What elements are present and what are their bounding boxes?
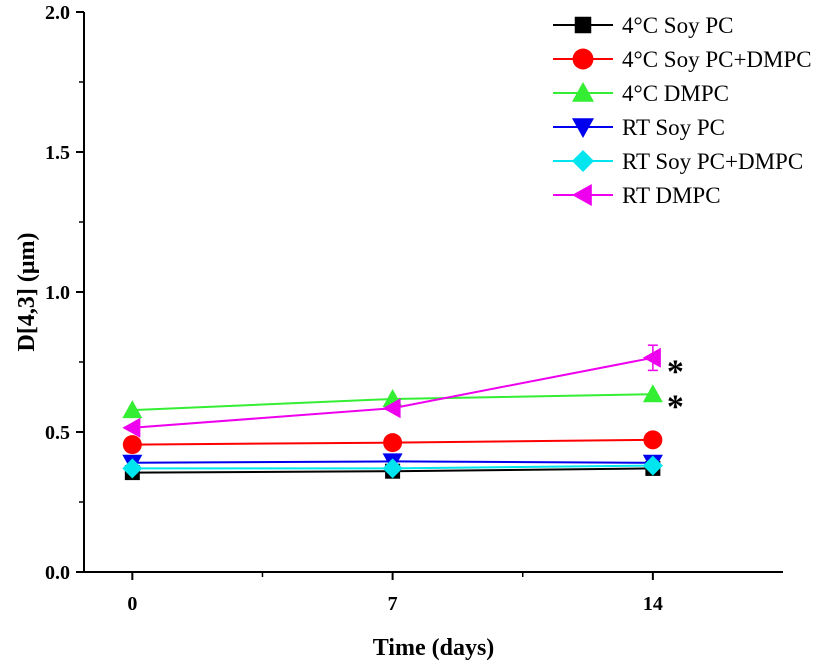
data-point (382, 458, 403, 479)
legend-label: 4°C Soy PC (622, 13, 733, 38)
legend-marker (572, 118, 594, 138)
x-tick-label: 14 (643, 593, 663, 615)
legend-item-0: 4°C Soy PC (553, 13, 733, 38)
series-1 (122, 430, 663, 455)
significance-asterisk: * (667, 389, 684, 426)
legend-item-5: RT DMPC (553, 183, 721, 208)
legend-label: 4°C DMPC (622, 81, 729, 106)
legend-label: RT Soy PC (622, 115, 725, 140)
legend: 4°C Soy PC 4°C Soy PC+DMPC 4°C DMPC RT Soy … (553, 13, 812, 208)
data-point (642, 455, 663, 476)
x-tick-label: 7 (388, 593, 398, 615)
data-point (122, 400, 143, 419)
y-tick-label: 0.0 (45, 562, 70, 584)
data-point (122, 417, 141, 438)
legend-marker (572, 184, 592, 206)
legend-label: 4°C Soy PC+DMPC (622, 47, 812, 72)
x-tick-label: 0 (127, 593, 137, 615)
series-layer (122, 344, 663, 481)
series-4 (122, 455, 663, 479)
legend-marker (574, 16, 592, 34)
data-point (642, 347, 661, 368)
data-point (383, 433, 403, 453)
y-tick-label: 2.0 (45, 2, 70, 24)
y-axis-title: D[4,3] (μm) (14, 233, 40, 352)
legend-item-4: RT Soy PC+DMPC (553, 149, 803, 174)
legend-marker (572, 82, 594, 102)
data-point (122, 458, 143, 479)
data-point (382, 398, 401, 419)
legend-label: RT DMPC (622, 183, 721, 208)
x-axis-title: Time (days) (373, 635, 495, 661)
y-tick-label: 0.5 (45, 422, 70, 444)
y-tick-label: 1.0 (45, 282, 70, 304)
legend-marker (572, 48, 594, 70)
legend-label: RT Soy PC+DMPC (622, 149, 803, 174)
legend-item-2: 4°C DMPC (553, 81, 729, 106)
annotations: ** (667, 354, 684, 426)
data-point (122, 435, 142, 455)
legend-item-3: RT Soy PC (553, 115, 725, 140)
legend-item-1: 4°C Soy PC+DMPC (553, 47, 812, 72)
series-5 (122, 347, 661, 438)
y-tick-label: 1.5 (45, 142, 70, 164)
axes: 0.0 0.5 1.0 1.5 2.0 0 7 14 (45, 2, 783, 615)
data-point (642, 384, 663, 403)
significance-asterisk: * (667, 354, 684, 391)
legend-marker (572, 150, 594, 172)
data-point (643, 430, 663, 450)
